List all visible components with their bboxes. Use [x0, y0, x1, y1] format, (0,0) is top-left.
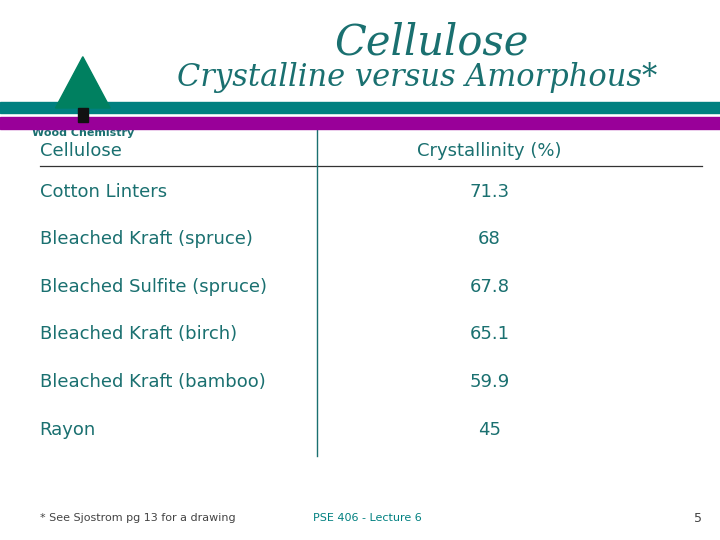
Text: 71.3: 71.3 — [469, 183, 510, 201]
Text: 68: 68 — [478, 231, 501, 248]
Text: Cellulose: Cellulose — [335, 22, 529, 64]
Text: Bleached Kraft (spruce): Bleached Kraft (spruce) — [40, 231, 253, 248]
Text: Bleached Sulfite (spruce): Bleached Sulfite (spruce) — [40, 278, 266, 296]
Text: Wood Chemistry: Wood Chemistry — [32, 128, 134, 138]
Bar — [78, 108, 88, 122]
Text: 5: 5 — [694, 512, 702, 525]
Text: Bleached Kraft (bamboo): Bleached Kraft (bamboo) — [40, 373, 266, 391]
Bar — [0, 117, 720, 129]
Text: 45: 45 — [478, 421, 501, 438]
Text: Rayon: Rayon — [40, 421, 96, 438]
Text: Crystalline versus Amorphous*: Crystalline versus Amorphous* — [177, 62, 658, 93]
Text: * See Sjostrom pg 13 for a drawing: * See Sjostrom pg 13 for a drawing — [40, 514, 235, 523]
Text: Cellulose: Cellulose — [40, 142, 122, 160]
Text: 65.1: 65.1 — [469, 326, 510, 343]
Text: Bleached Kraft (birch): Bleached Kraft (birch) — [40, 326, 237, 343]
Polygon shape — [55, 57, 110, 108]
Bar — [0, 102, 720, 113]
Text: Cotton Linters: Cotton Linters — [40, 183, 167, 201]
Text: Crystallinity (%): Crystallinity (%) — [418, 142, 562, 160]
Text: 59.9: 59.9 — [469, 373, 510, 391]
Text: PSE 406 - Lecture 6: PSE 406 - Lecture 6 — [313, 514, 422, 523]
Text: 67.8: 67.8 — [469, 278, 510, 296]
